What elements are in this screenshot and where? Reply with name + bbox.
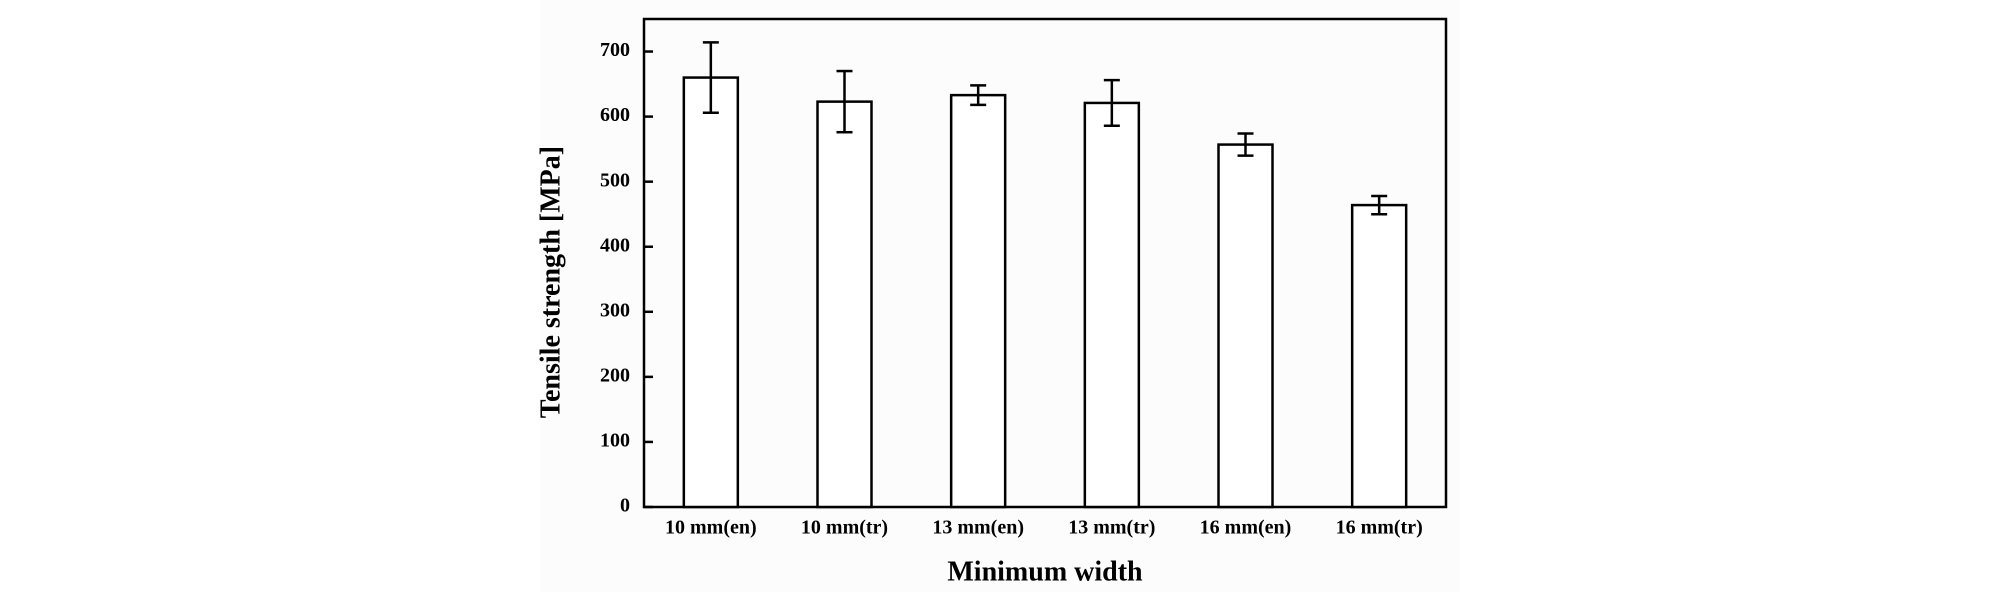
y-tick-label: 400 bbox=[600, 234, 630, 256]
x-tick-label: 16 mm(en) bbox=[1200, 517, 1292, 539]
bar bbox=[1217, 143, 1274, 509]
plot-frame bbox=[642, 17, 1448, 509]
y-tick-label: 700 bbox=[600, 39, 630, 61]
bar bbox=[1350, 203, 1408, 509]
y-axis-label: Tensile strength [MPa] bbox=[535, 146, 566, 418]
x-tick-label: 10 mm(en) bbox=[665, 517, 757, 539]
y-tick-label: 0 bbox=[620, 495, 630, 517]
y-tick-label: 600 bbox=[600, 104, 630, 126]
bar bbox=[816, 100, 873, 509]
y-tick-label: 100 bbox=[600, 430, 630, 452]
y-tick-label: 300 bbox=[600, 299, 630, 321]
bar bbox=[682, 76, 740, 509]
x-tick-label: 16 mm(tr) bbox=[1336, 517, 1423, 539]
bar bbox=[949, 93, 1007, 509]
x-tick-label: 13 mm(tr) bbox=[1068, 517, 1155, 539]
x-tick-label: 13 mm(en) bbox=[932, 517, 1024, 539]
bar bbox=[1083, 101, 1141, 509]
x-tick-label: 10 mm(tr) bbox=[801, 517, 888, 539]
y-tick-label: 200 bbox=[600, 364, 630, 386]
y-tick-label: 500 bbox=[600, 169, 630, 191]
x-axis-label: Minimum width bbox=[947, 556, 1143, 587]
